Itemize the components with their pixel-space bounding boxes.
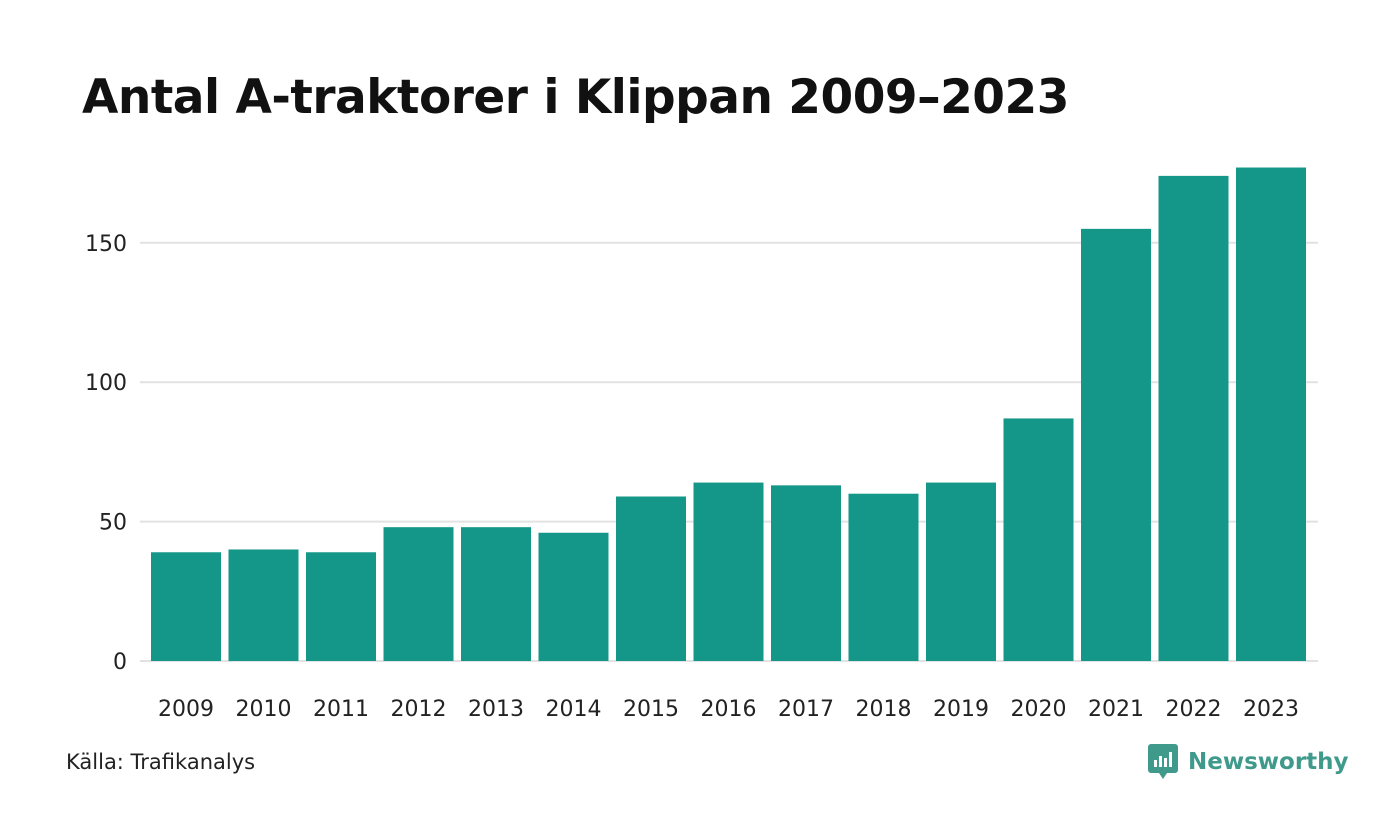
bar-2010 bbox=[228, 549, 299, 661]
x-tick-label: 2011 bbox=[313, 697, 369, 722]
x-tick-label: 2009 bbox=[158, 697, 214, 722]
y-tick-label: 0 bbox=[113, 650, 127, 675]
bar-2017 bbox=[771, 485, 841, 661]
x-tick-label: 2023 bbox=[1243, 697, 1299, 722]
brand-name: Newsworthy bbox=[1188, 749, 1349, 775]
x-tick-label: 2017 bbox=[778, 697, 834, 722]
x-tick-label: 2013 bbox=[468, 697, 524, 722]
y-tick-label: 50 bbox=[99, 511, 127, 536]
bar-2021 bbox=[1081, 228, 1151, 662]
bar-2015 bbox=[616, 496, 686, 661]
x-axis-ticks: 2009 2010 2011 2012 2013 2014 2015 2016 2017 2018… bbox=[158, 697, 1299, 722]
bar-2019 bbox=[926, 482, 996, 661]
x-tick-label: 2015 bbox=[623, 697, 679, 722]
x-tick-label: 2019 bbox=[933, 697, 989, 722]
bar-2013 bbox=[461, 527, 531, 661]
y-tick-label: 100 bbox=[85, 371, 127, 396]
bar-2018 bbox=[848, 493, 919, 661]
bar-2012 bbox=[383, 527, 454, 661]
y-tick-label: 150 bbox=[85, 232, 127, 257]
bar-2016 bbox=[693, 482, 764, 661]
bar-2011 bbox=[306, 552, 376, 661]
bars bbox=[151, 167, 1306, 662]
bar-2022 bbox=[1158, 175, 1229, 661]
x-tick-label: 2021 bbox=[1088, 697, 1144, 722]
bar-2014 bbox=[538, 532, 609, 661]
bar-2020 bbox=[1003, 418, 1074, 661]
x-tick-label: 2018 bbox=[856, 697, 912, 722]
chart-title: Antal A-traktorer i Klippan 2009–2023 bbox=[82, 70, 1069, 125]
x-tick-label: 2012 bbox=[391, 697, 447, 722]
x-tick-label: 2014 bbox=[546, 697, 602, 722]
bar-2009 bbox=[151, 552, 221, 661]
newsworthy-chart-bubble-icon bbox=[1148, 744, 1178, 779]
x-tick-label: 2010 bbox=[236, 697, 292, 722]
x-tick-label: 2020 bbox=[1011, 697, 1067, 722]
bar-2023 bbox=[1236, 167, 1306, 662]
brand-logo-group: Newsworthy bbox=[1148, 744, 1349, 780]
x-tick-label: 2016 bbox=[701, 697, 757, 722]
y-axis-ticks: 0 50 100 150 bbox=[85, 232, 127, 675]
x-tick-label: 2022 bbox=[1166, 697, 1222, 722]
source-note: Källa: Trafikanalys bbox=[66, 750, 256, 774]
